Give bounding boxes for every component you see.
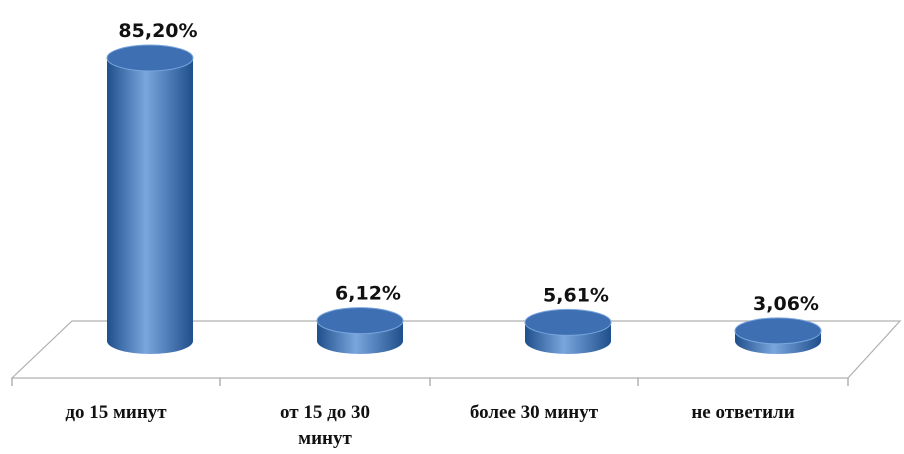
bar bbox=[106, 44, 194, 354]
value-labels: 85,20% 6,12% 5,61% 3,06% bbox=[118, 20, 819, 315]
bar bbox=[524, 308, 612, 354]
category-label: от 15 до 30 минут bbox=[280, 402, 370, 449]
bar-body bbox=[107, 58, 193, 354]
category-labels: до 15 минут от 15 до 30 минут более 30 мину… bbox=[65, 402, 794, 449]
category-label: до 15 минут bbox=[65, 402, 167, 423]
category-label: не ответили bbox=[691, 402, 794, 423]
value-label: 6,12% bbox=[335, 283, 401, 305]
value-label: 3,06% bbox=[753, 293, 819, 315]
bar bbox=[734, 317, 822, 354]
x-axis bbox=[11, 378, 849, 386]
value-label: 85,20% bbox=[118, 20, 197, 42]
category-label: более 30 минут bbox=[470, 402, 599, 423]
bar-top bbox=[106, 44, 194, 72]
bar-top bbox=[524, 308, 612, 336]
bar bbox=[316, 307, 404, 354]
value-label: 5,61% bbox=[543, 284, 609, 306]
bars bbox=[106, 44, 822, 354]
bar-top bbox=[316, 307, 404, 335]
bar-top bbox=[734, 317, 822, 345]
